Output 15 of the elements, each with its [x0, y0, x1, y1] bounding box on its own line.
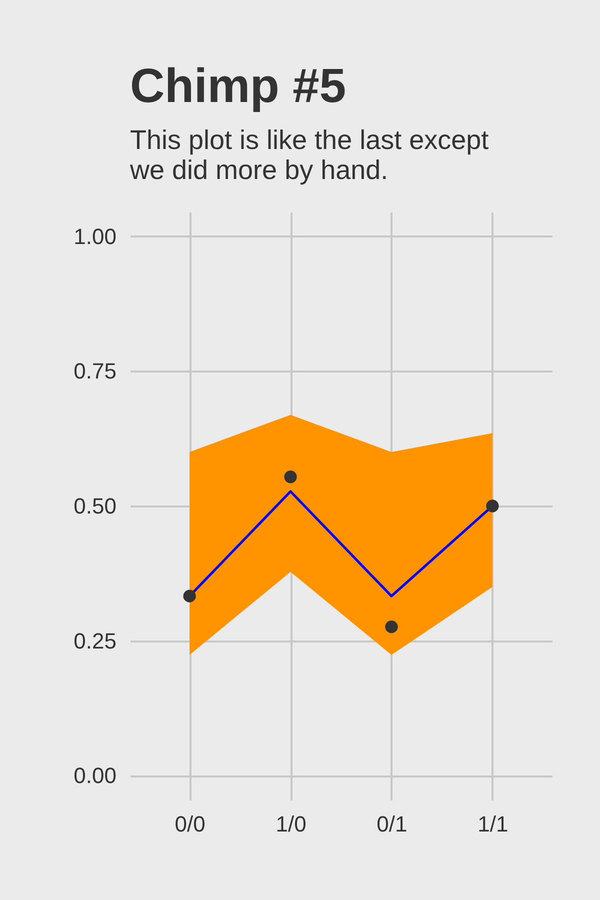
point — [385, 620, 398, 634]
point — [183, 590, 196, 602]
chart-subtitle: This plot is like the last except we did more by hand. — [129, 125, 490, 185]
x-tick-label: 0/1 — [376, 812, 408, 836]
y-tick-label: 0.25 — [74, 628, 116, 654]
x-tick-label: 0/0 — [174, 812, 206, 836]
y-tick-label: 0.50 — [74, 494, 116, 518]
point — [486, 500, 499, 512]
x-tick-label: 1/0 — [276, 812, 306, 836]
y-tick-label: 0.75 — [74, 358, 116, 384]
point — [284, 470, 297, 484]
x-tick-label: 1/1 — [478, 812, 508, 836]
y-tick-label: 0.00 — [74, 763, 116, 788]
y-tick-label: 1.00 — [74, 224, 116, 249]
chart-title: Chimp #5 — [130, 60, 346, 113]
